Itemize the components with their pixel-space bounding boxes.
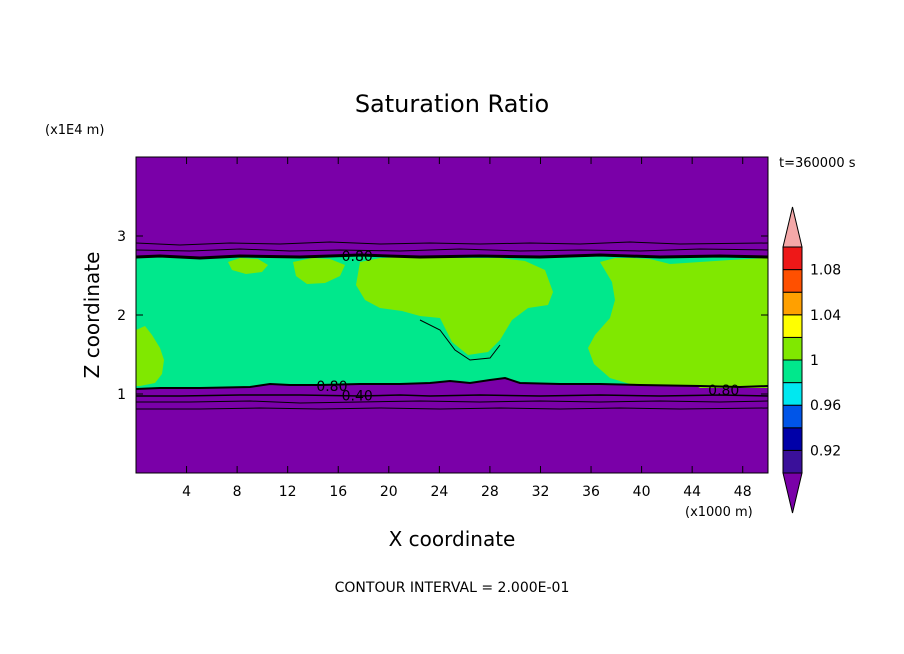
colorbar: 0.92 0.96 1 1.04 1.08	[782, 206, 841, 514]
x-tick-label: 48	[734, 484, 752, 500]
colorbar-tick-label: 1	[810, 353, 819, 369]
contour-field: 0.80 0.80 0.40 0.80	[136, 157, 768, 473]
colorbar-under-triangle	[782, 472, 803, 514]
x-unit-label: (x1000 m)	[685, 505, 753, 520]
colorbar-tick-label: 0.96	[810, 398, 841, 414]
contour-label: 0.40	[342, 389, 373, 405]
y-axis-ticks: 1 2 3	[117, 229, 768, 403]
x-tick-label: 44	[683, 484, 701, 500]
y-unit-label: (x1E4 m)	[45, 123, 104, 138]
colorbar-swatch	[782, 314, 803, 338]
time-label: t=360000 s	[779, 156, 856, 171]
colorbar-swatch	[782, 291, 803, 316]
supersat-patch-left-edge	[136, 326, 164, 386]
contour-line-lower-4	[136, 407, 768, 410]
colorbar-over-triangle	[782, 206, 803, 248]
y-tick-label: 3	[117, 229, 126, 245]
supersat-patch-right	[588, 258, 768, 386]
x-tick-label: 32	[532, 484, 550, 500]
contour-line-moist-interior	[419, 319, 501, 361]
y-tick-label: 2	[117, 308, 126, 324]
contour-line-upper-2	[136, 248, 768, 252]
x-tick-label: 28	[481, 484, 499, 500]
contour-line-lower-bold	[136, 376, 768, 390]
colorbar-swatch	[782, 449, 803, 474]
colorbar-tick-label: 1.08	[810, 263, 841, 279]
contour-label: 0.80	[316, 379, 347, 395]
y-axis-title: Z coordinate	[80, 252, 104, 379]
colorbar-swatch	[782, 336, 803, 361]
colorbar-swatch	[782, 404, 803, 429]
colorbar-swatch	[782, 246, 803, 271]
contour-labels: 0.80 0.80 0.40 0.80	[316, 249, 739, 405]
supersat-patch-center	[356, 257, 553, 355]
x-tick-label: 24	[430, 484, 448, 500]
supersat-patch-top-left	[228, 258, 268, 274]
supersat-patch-top-mid	[293, 258, 345, 284]
colorbar-swatch	[782, 382, 803, 406]
contour-line-upper-1	[136, 241, 768, 246]
x-tick-label: 16	[329, 484, 347, 500]
x-tick-label: 12	[279, 484, 297, 500]
x-axis-title: X coordinate	[389, 527, 516, 551]
x-tick-label: 40	[633, 484, 651, 500]
colorbar-swatch	[782, 427, 803, 451]
x-tick-label: 36	[582, 484, 600, 500]
contour-label: 0.80	[342, 249, 373, 265]
contour-interval-label: CONTOUR INTERVAL = 2.000E-01	[335, 580, 570, 596]
contour-label: 0.80	[708, 383, 739, 399]
contour-line-lower-2	[136, 394, 768, 397]
chart-title: Saturation Ratio	[355, 90, 549, 118]
colorbar-swatch	[782, 359, 803, 384]
x-axis-ticks: 4 8 12 16 20 24 28 32 36 40 44 48	[182, 157, 752, 500]
colorbar-swatch	[782, 269, 803, 293]
colorbar-tick-label: 1.04	[810, 308, 841, 324]
contour-line-upper-bold	[136, 253, 768, 260]
y-tick-label: 1	[117, 387, 126, 403]
x-tick-label: 4	[182, 484, 191, 500]
x-tick-label: 20	[380, 484, 398, 500]
x-tick-label: 8	[233, 484, 242, 500]
colorbar-tick-label: 0.92	[810, 443, 841, 459]
contour-line-lower-3	[136, 400, 768, 404]
